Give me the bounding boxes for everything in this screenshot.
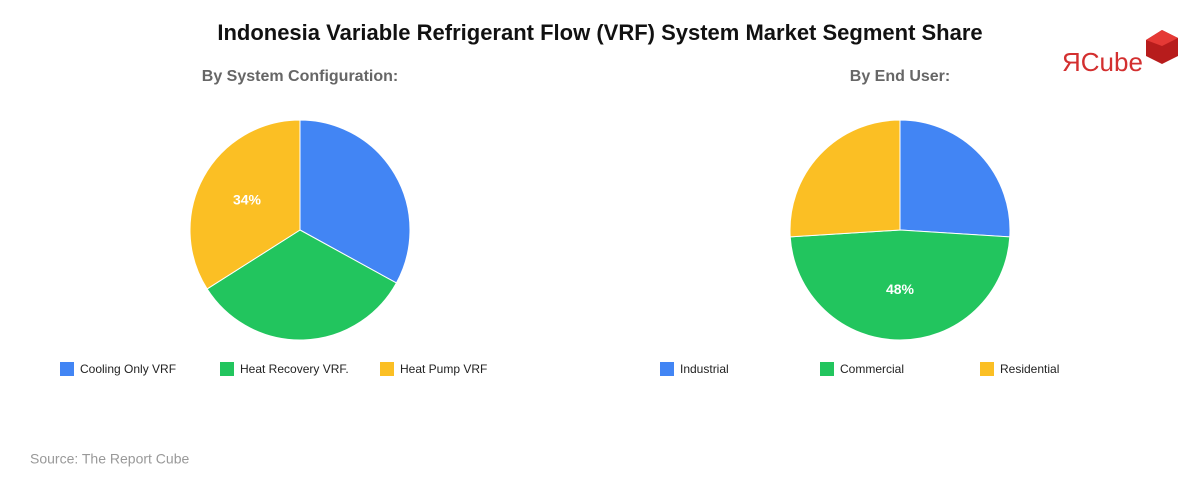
source: Source: The Report Cube [30, 451, 189, 467]
legend-swatch [60, 362, 74, 376]
pie-slice [789, 119, 901, 238]
legend-swatch [820, 362, 834, 376]
legend-label: Commercial [840, 362, 904, 376]
pie-slice [789, 229, 1011, 341]
logo-cube-top [1146, 30, 1178, 46]
pie-slice [899, 119, 1011, 238]
chart-title: Indonesia Variable Refrigerant Flow (VRF… [217, 20, 982, 45]
legend-label: Heat Recovery VRF. [240, 362, 349, 376]
legend-label: Heat Pump VRF [400, 362, 487, 376]
data-label: 48% [886, 281, 915, 297]
logo-text: ЯCube [1062, 47, 1143, 77]
legend-swatch [380, 362, 394, 376]
pie-slice [206, 229, 398, 341]
logo: ЯCube [1062, 30, 1178, 77]
pie-slice [299, 119, 411, 284]
data-label: 34% [233, 192, 262, 208]
legend-label: Residential [1000, 362, 1059, 376]
legend-swatch [220, 362, 234, 376]
chart-subtitle: By End User: [850, 68, 950, 85]
legend-label: Industrial [680, 362, 729, 376]
pie-slice [189, 119, 301, 290]
chart-subtitle: By System Configuration: [202, 68, 398, 85]
legend-label: Cooling Only VRF [80, 362, 176, 376]
legend-swatch [980, 362, 994, 376]
legend-swatch [660, 362, 674, 376]
